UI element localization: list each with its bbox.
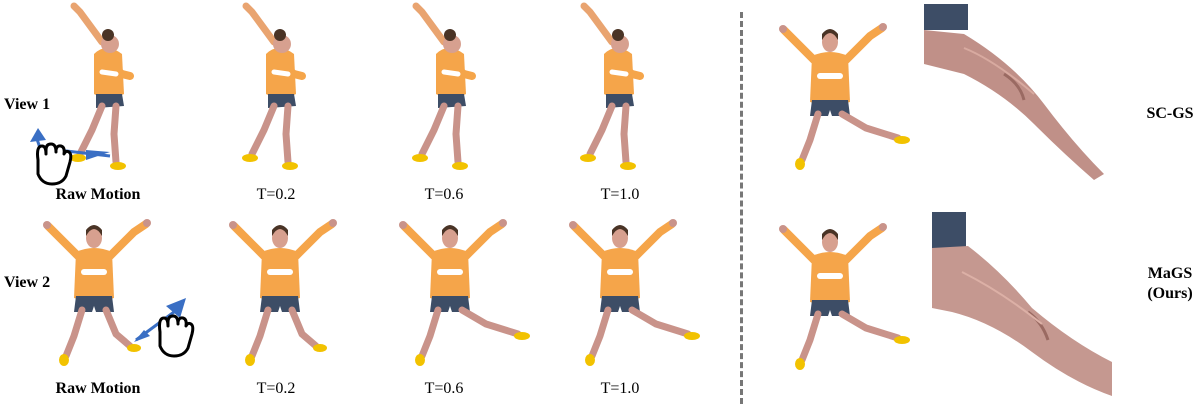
caption-view1-t10: T=1.0 — [600, 186, 640, 203]
caption-view1-raw: Raw Motion — [55, 186, 141, 203]
figure-view1-t10 — [560, 2, 680, 172]
method-label-mags: MaGS (Ours) — [1140, 264, 1200, 304]
hand-drag-icon — [158, 314, 195, 358]
caption-view2-raw: Raw Motion — [55, 380, 141, 397]
zoom-crop-mags — [932, 212, 1112, 396]
method-label-scgs: SC-GS — [1146, 105, 1194, 122]
figure-view1-t02 — [222, 2, 342, 172]
caption-view2-t06: T=0.6 — [424, 380, 464, 397]
row-label-view1: View 1 — [4, 96, 51, 113]
drag-arrow-icon — [134, 298, 186, 342]
figure-view2-raw — [34, 206, 164, 372]
figure-view2-t02 — [220, 206, 350, 372]
zoom-crop-scgs — [924, 4, 1104, 180]
caption-view2-t10: T=1.0 — [600, 380, 640, 397]
figure-view1-t06 — [392, 2, 512, 172]
caption-view2-t02: T=0.2 — [256, 380, 296, 397]
caption-view1-t06: T=0.6 — [424, 186, 464, 203]
figure-scgs-result — [770, 10, 920, 180]
dashed-divider — [740, 12, 743, 404]
method-label-mags-ours: (Ours) — [1147, 285, 1193, 302]
caption-view1-t02: T=0.2 — [256, 186, 296, 203]
row-label-view2: View 2 — [4, 274, 51, 291]
hand-drag-icon — [36, 142, 73, 186]
method-label-mags-name: MaGS — [1147, 265, 1193, 282]
figure-view2-t10 — [560, 206, 720, 372]
figure-view2-t06 — [390, 206, 540, 372]
figure-mags-result — [770, 210, 920, 386]
